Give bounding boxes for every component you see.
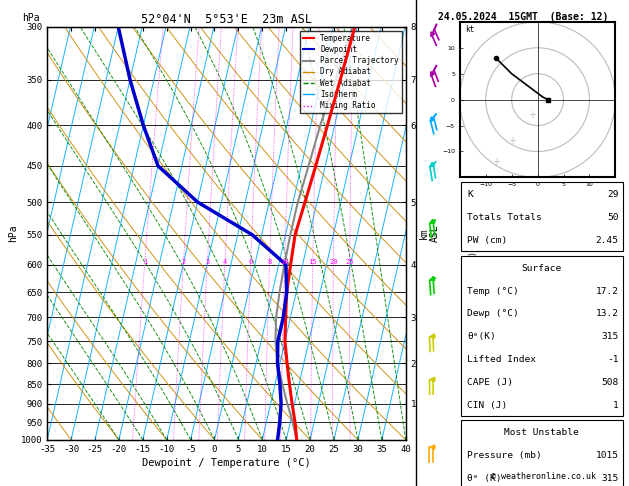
Text: 8: 8 [267,259,272,265]
Text: 1: 1 [613,401,618,410]
Y-axis label: hPa: hPa [8,225,18,242]
Text: Surface: Surface [521,264,562,273]
Text: kt: kt [465,25,474,34]
Text: 1015: 1015 [596,451,618,460]
Text: Dewp (°C): Dewp (°C) [467,310,519,318]
Text: 15: 15 [309,259,317,265]
Text: θᵉ (K): θᵉ (K) [467,474,502,483]
Text: 50: 50 [607,213,618,222]
Text: 3: 3 [205,259,209,265]
Text: K: K [467,191,473,199]
Text: CAPE (J): CAPE (J) [467,378,513,387]
Text: Pressure (mb): Pressure (mb) [467,451,542,460]
Bar [461,182,623,251]
Bar [461,420,623,486]
Text: hPa: hPa [22,13,40,22]
Text: 1: 1 [143,259,147,265]
Text: +: + [492,157,500,167]
Text: 17.2: 17.2 [596,287,618,295]
Text: 508: 508 [601,378,618,387]
Text: Temp (°C): Temp (°C) [467,287,519,295]
Text: 25: 25 [345,259,354,265]
Text: Lifted Index: Lifted Index [467,355,537,364]
Text: 315: 315 [601,332,618,341]
Y-axis label: km
ASL: km ASL [419,225,440,242]
Text: Mixing Ratio (g/kg): Mixing Ratio (g/kg) [465,186,475,281]
Text: 24.05.2024  15GMT  (Base: 12): 24.05.2024 15GMT (Base: 12) [438,12,608,22]
Title: 52°04'N  5°53'E  23m ASL: 52°04'N 5°53'E 23m ASL [141,13,312,26]
Text: Most Unstable: Most Unstable [504,429,579,437]
Text: 2: 2 [181,259,186,265]
Bar [461,256,623,416]
Text: 29: 29 [607,191,618,199]
Text: Totals Totals: Totals Totals [467,213,542,222]
X-axis label: Dewpoint / Temperature (°C): Dewpoint / Temperature (°C) [142,458,311,468]
Text: 6: 6 [248,259,253,265]
Text: 4: 4 [223,259,227,265]
Legend: Temperature, Dewpoint, Parcel Trajectory, Dry Adiabat, Wet Adiabat, Isotherm, Mi: Temperature, Dewpoint, Parcel Trajectory… [299,31,402,113]
Text: 13.2: 13.2 [596,310,618,318]
Text: θᵉ(K): θᵉ(K) [467,332,496,341]
Text: 20: 20 [329,259,338,265]
Text: 10: 10 [281,259,289,265]
Text: +: + [528,110,537,120]
Text: 315: 315 [601,474,618,483]
Text: -1: -1 [607,355,618,364]
Text: PW (cm): PW (cm) [467,236,508,245]
Text: CIN (J): CIN (J) [467,401,508,410]
Text: +: + [508,136,516,146]
Text: © weatheronline.co.uk: © weatheronline.co.uk [491,472,596,481]
Text: 2.45: 2.45 [596,236,618,245]
